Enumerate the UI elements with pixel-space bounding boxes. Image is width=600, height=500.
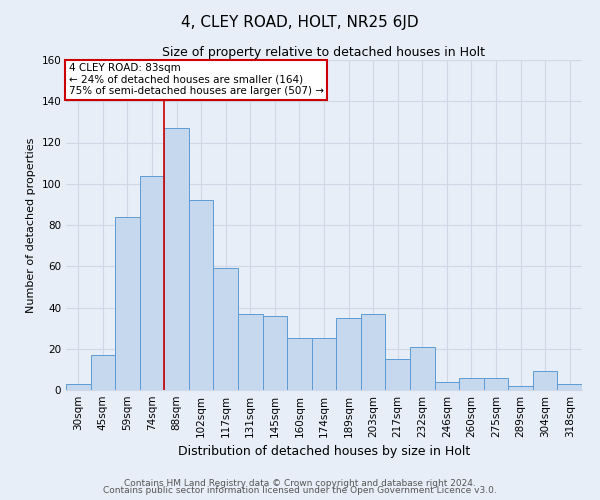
Bar <box>91 355 115 390</box>
Bar <box>410 346 434 390</box>
Text: Contains HM Land Registry data © Crown copyright and database right 2024.: Contains HM Land Registry data © Crown c… <box>124 478 476 488</box>
Bar <box>312 338 336 390</box>
Bar <box>385 359 410 390</box>
Bar <box>164 128 189 390</box>
Bar <box>263 316 287 390</box>
Bar <box>214 268 238 390</box>
Text: 4 CLEY ROAD: 83sqm
← 24% of detached houses are smaller (164)
75% of semi-detach: 4 CLEY ROAD: 83sqm ← 24% of detached hou… <box>68 64 323 96</box>
Bar <box>484 378 508 390</box>
Title: Size of property relative to detached houses in Holt: Size of property relative to detached ho… <box>163 46 485 59</box>
Y-axis label: Number of detached properties: Number of detached properties <box>26 138 36 312</box>
Bar <box>434 382 459 390</box>
Bar <box>557 384 582 390</box>
Bar <box>66 384 91 390</box>
Bar <box>508 386 533 390</box>
Text: Contains public sector information licensed under the Open Government Licence v3: Contains public sector information licen… <box>103 486 497 495</box>
Bar <box>361 314 385 390</box>
Bar <box>459 378 484 390</box>
Bar <box>140 176 164 390</box>
Bar <box>533 372 557 390</box>
X-axis label: Distribution of detached houses by size in Holt: Distribution of detached houses by size … <box>178 446 470 458</box>
Bar <box>238 314 263 390</box>
Bar <box>115 217 140 390</box>
Bar <box>287 338 312 390</box>
Text: 4, CLEY ROAD, HOLT, NR25 6JD: 4, CLEY ROAD, HOLT, NR25 6JD <box>181 15 419 30</box>
Bar <box>189 200 214 390</box>
Bar <box>336 318 361 390</box>
